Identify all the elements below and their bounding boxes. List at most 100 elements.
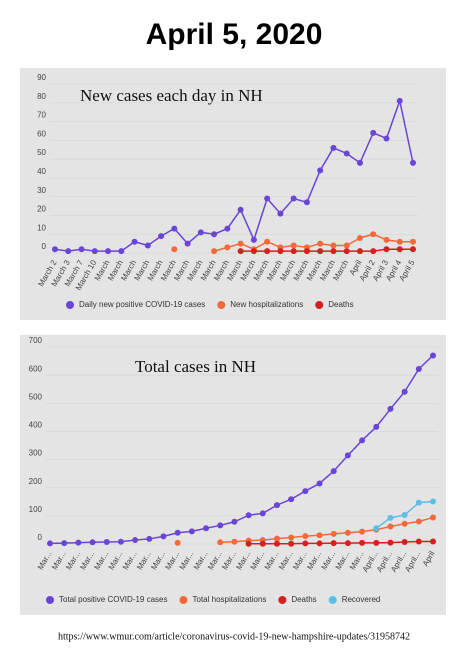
data-point [343,242,350,249]
data-point [359,539,366,546]
data-point [410,238,416,245]
series-line [49,354,434,545]
data-point [188,528,195,535]
data-point [61,540,68,547]
data-point [303,248,310,255]
data-point [174,539,181,546]
data-point [302,533,309,540]
data-point [231,518,238,525]
data-point [231,538,238,545]
data-point [245,540,252,547]
data-point [401,388,408,395]
data-point [430,498,436,505]
data-point [290,242,297,249]
y-tick-label: 60 [37,129,46,138]
data-point [344,540,351,547]
y-tick-label: 0 [42,242,47,251]
data-point [47,540,53,547]
chart-title: New cases each day in NH [80,86,263,105]
data-point [144,242,151,249]
data-point [396,97,403,104]
y-tick-label: 600 [29,364,43,373]
data-point [160,533,167,540]
data-point [370,231,377,238]
legend-marker [66,301,74,309]
data-point [259,510,266,517]
data-point [330,248,337,255]
data-point [387,514,394,521]
data-point [158,233,165,240]
data-point [203,525,210,532]
data-point [387,523,394,530]
data-point [316,540,323,547]
data-point [131,238,138,245]
y-tick-label: 40 [37,167,46,176]
data-point [383,135,390,142]
legend-marker [328,596,337,604]
data-point [387,539,394,546]
data-point [387,405,394,412]
legend-marker [217,301,226,309]
legend-marker [278,596,287,604]
data-point [410,159,416,166]
data-point [401,539,408,546]
data-point [273,540,280,547]
data-point [415,538,422,545]
y-tick-label: 500 [29,392,43,401]
data-point [430,352,436,359]
y-tick-label: 300 [29,449,43,458]
y-tick-label: 50 [37,148,46,157]
data-point [250,236,257,243]
data-point [373,423,380,430]
data-point [211,248,218,255]
data-point [273,535,280,542]
data-point [184,240,191,247]
data-point [344,529,351,536]
data-point [174,529,181,536]
data-point [317,240,324,247]
data-point [65,248,72,255]
data-point [224,244,231,251]
data-point [302,488,309,495]
y-tick-label: 90 [37,73,46,82]
data-point [224,225,231,232]
y-tick-label: 20 [37,205,46,214]
y-tick-label: 100 [29,505,43,514]
data-point [356,248,363,255]
data-point [430,514,436,521]
source-url: https://www.wmur.com/article/coronavirus… [58,631,410,642]
data-point [316,480,323,487]
legend-label: Total positive COVID-19 cases [59,595,168,604]
data-point [302,540,309,547]
data-point [396,246,403,253]
data-point [245,512,252,519]
data-point [89,539,96,546]
panel [20,335,446,615]
data-point [118,248,125,255]
data-point [410,246,416,253]
data-point [401,520,408,527]
legend-label: Total hospitalizations [193,595,267,604]
data-point [370,129,377,136]
data-point [290,248,297,255]
legend-label: Recovered [342,595,381,604]
data-point [264,238,271,245]
data-point [383,236,390,243]
data-point [359,437,366,444]
data-point [330,530,337,537]
data-point [317,167,324,174]
data-point [415,365,422,372]
legend-marker [179,596,188,604]
panel [20,68,446,320]
data-point [211,231,218,238]
data-point [290,195,297,202]
data-point [370,248,377,255]
y-tick-label: 10 [37,223,46,232]
legend-label: New hospitalizations [230,300,303,309]
data-point [415,499,422,506]
data-point [330,540,337,547]
y-tick-label: 0 [38,533,43,542]
data-point [330,242,337,249]
data-point [343,150,350,157]
